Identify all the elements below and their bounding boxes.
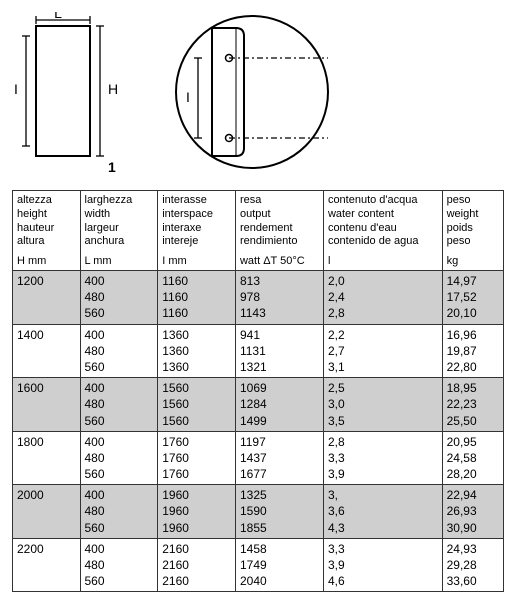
label-H: H bbox=[108, 81, 118, 97]
table-row: 1600400 480 5601560 1560 15601069 1284 1… bbox=[13, 378, 504, 432]
table-cell: 1325 1590 1855 bbox=[235, 485, 323, 539]
table-cell: 14,97 17,52 20,10 bbox=[442, 271, 503, 325]
hdr-output: resaoutputrendementrendimiento bbox=[235, 191, 323, 252]
hdr-width: larghezzawidthlargeuranchura bbox=[80, 191, 158, 252]
table-cell: 16,96 19,87 22,80 bbox=[442, 324, 503, 378]
table-cell: 2,0 2,4 2,8 bbox=[323, 271, 442, 325]
table-cell: 3, 3,6 4,3 bbox=[323, 485, 442, 539]
hdr-height: altezzaheighthauteuraltura bbox=[13, 191, 81, 252]
unit-water: l bbox=[323, 251, 442, 271]
label-I2: I bbox=[186, 89, 190, 105]
table-cell: 1360 1360 1360 bbox=[158, 324, 236, 378]
table-cell: 941 1131 1321 bbox=[235, 324, 323, 378]
spec-tbody: 1200400 480 5601160 1160 1160813 978 114… bbox=[13, 271, 504, 592]
table-cell: 1960 1960 1960 bbox=[158, 485, 236, 539]
table-cell: 2,8 3,3 3,9 bbox=[323, 431, 442, 485]
table-cell: 400 480 560 bbox=[80, 271, 158, 325]
table-cell: 1458 1749 2040 bbox=[235, 538, 323, 592]
unit-width: L mm bbox=[80, 251, 158, 271]
table-cell: 400 480 560 bbox=[80, 378, 158, 432]
table-cell: 400 480 560 bbox=[80, 431, 158, 485]
hdr-weight: pesoweightpoidspeso bbox=[442, 191, 503, 252]
table-row: 2200400 480 5602160 2160 21601458 1749 2… bbox=[13, 538, 504, 592]
table-cell: 18,95 22,23 25,50 bbox=[442, 378, 503, 432]
table-cell: 3,3 3,9 4,6 bbox=[323, 538, 442, 592]
unit-weight: kg bbox=[442, 251, 503, 271]
table-row: 2000400 480 5601960 1960 19601325 1590 1… bbox=[13, 485, 504, 539]
table-cell: 1760 1760 1760 bbox=[158, 431, 236, 485]
table-cell: 2160 2160 2160 bbox=[158, 538, 236, 592]
table-cell: 400 480 560 bbox=[80, 324, 158, 378]
label-I: I bbox=[14, 81, 18, 97]
table-cell: 1069 1284 1499 bbox=[235, 378, 323, 432]
table-cell: 22,94 26,93 30,90 bbox=[442, 485, 503, 539]
table-row: 1400400 480 5601360 1360 1360941 1131 13… bbox=[13, 324, 504, 378]
table-cell: 1400 bbox=[13, 324, 81, 378]
table-row: 1800400 480 5601760 1760 17601197 1437 1… bbox=[13, 431, 504, 485]
table-cell: 2000 bbox=[13, 485, 81, 539]
table-cell: 2200 bbox=[13, 538, 81, 592]
diagrams-row: L H I 1 I bbox=[12, 12, 504, 176]
table-cell: 1800 bbox=[13, 431, 81, 485]
table-cell: 813 978 1143 bbox=[235, 271, 323, 325]
table-cell: 2,5 3,0 3,5 bbox=[323, 378, 442, 432]
panel-diagram: L H I 1 bbox=[12, 12, 122, 176]
table-row: 1200400 480 5601160 1160 1160813 978 114… bbox=[13, 271, 504, 325]
table-cell: 1560 1560 1560 bbox=[158, 378, 236, 432]
table-cell: 400 480 560 bbox=[80, 485, 158, 539]
table-cell: 24,93 29,28 33,60 bbox=[442, 538, 503, 592]
unit-height: H mm bbox=[13, 251, 81, 271]
label-one: 1 bbox=[108, 159, 116, 175]
spec-table: altezzaheighthauteuraltura larghezzawidt… bbox=[12, 190, 504, 592]
table-cell: 1160 1160 1160 bbox=[158, 271, 236, 325]
table-cell: 400 480 560 bbox=[80, 538, 158, 592]
table-cell: 20,95 24,58 28,20 bbox=[442, 431, 503, 485]
table-cell: 1600 bbox=[13, 378, 81, 432]
label-L: L bbox=[54, 12, 62, 21]
hdr-water: contenuto d'acquawater contentcontenu d'… bbox=[323, 191, 442, 252]
circle-side-diagram: I bbox=[152, 12, 352, 172]
table-cell: 1200 bbox=[13, 271, 81, 325]
unit-inter: I mm bbox=[158, 251, 236, 271]
table-cell: 2,2 2,7 3,1 bbox=[323, 324, 442, 378]
table-cell: 1197 1437 1677 bbox=[235, 431, 323, 485]
unit-output: watt ΔT 50°C bbox=[235, 251, 323, 271]
hdr-inter: interasseinterspaceinteraxeintereje bbox=[158, 191, 236, 252]
